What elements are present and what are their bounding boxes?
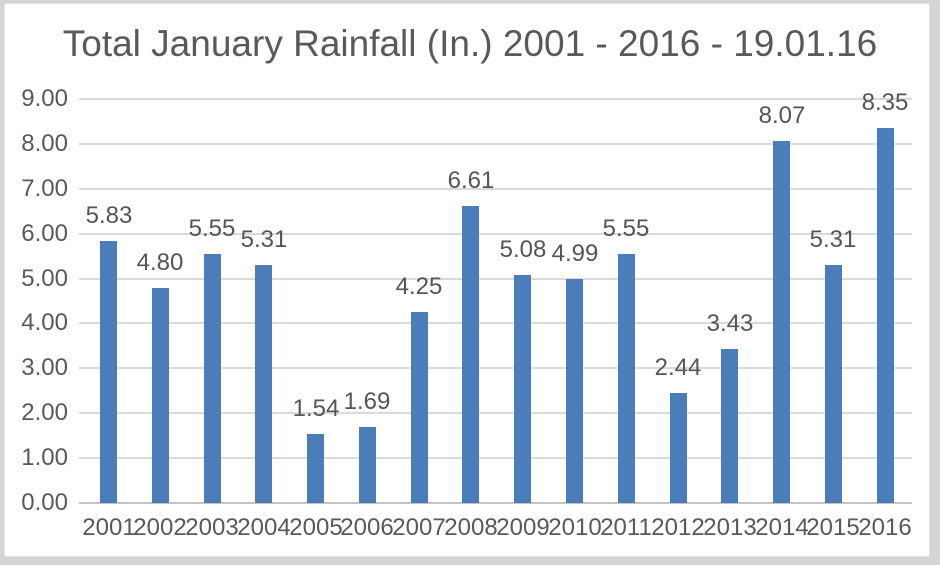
bar-2004 xyxy=(255,265,272,503)
gridline xyxy=(79,98,912,100)
gridline xyxy=(79,457,912,459)
chart-title: Total January Rainfall (In.) 2001 - 2016… xyxy=(62,23,878,64)
bar-value-label: 1.69 xyxy=(343,388,391,415)
bar-value-label: 2.44 xyxy=(654,354,702,381)
bar-2006 xyxy=(359,427,376,503)
x-axis-tick-label: 2007 xyxy=(392,514,446,541)
y-axis-tick-label: 9.00 xyxy=(21,85,68,112)
x-axis-tick-label: 2002 xyxy=(133,514,187,541)
y-axis-tick-label: 0.00 xyxy=(21,489,68,516)
x-axis-tick-label: 2016 xyxy=(858,514,912,541)
bar-2009 xyxy=(514,275,531,503)
x-axis-tick-label: 2011 xyxy=(600,514,652,541)
bar-2002 xyxy=(152,288,169,503)
y-axis-tick-label: 4.00 xyxy=(21,309,68,336)
bar-2016 xyxy=(877,128,894,503)
x-axis-tick-label: 2010 xyxy=(548,514,602,541)
bar-value-label: 5.55 xyxy=(188,215,236,242)
x-axis-tick-label: 2012 xyxy=(651,514,705,541)
y-axis-tick-label: 7.00 xyxy=(21,175,68,202)
gridline xyxy=(79,233,912,235)
x-axis-tick-label: 2008 xyxy=(444,514,498,541)
bar-2005 xyxy=(307,434,324,503)
gridline xyxy=(79,367,912,369)
bar-value-label: 4.99 xyxy=(551,240,599,267)
bar-value-label: 5.31 xyxy=(809,226,857,253)
bar-value-label: 5.31 xyxy=(240,226,288,253)
x-axis-tick-label: 2013 xyxy=(703,514,757,541)
bar-2014 xyxy=(773,141,790,503)
x-axis-tick-label: 2003 xyxy=(185,514,239,541)
gridline xyxy=(79,143,912,145)
y-axis-tick-label: 8.00 xyxy=(21,130,68,157)
y-axis-tick-label: 2.00 xyxy=(21,399,68,426)
bar-2003 xyxy=(204,254,221,503)
y-axis-tick-label: 5.00 xyxy=(21,265,68,292)
x-axis-tick-label: 2005 xyxy=(289,514,343,541)
bar-2013 xyxy=(721,349,738,503)
bar-value-label: 6.61 xyxy=(447,167,495,194)
bar-value-label: 4.80 xyxy=(136,249,184,276)
bar-2001 xyxy=(100,241,117,503)
x-axis-tick-label: 2001 xyxy=(82,514,136,541)
bar-value-label: 8.07 xyxy=(758,102,806,129)
x-axis-line xyxy=(79,502,912,504)
bar-2012 xyxy=(670,393,687,503)
bar-value-label: 5.08 xyxy=(499,236,547,263)
bar-value-label: 5.83 xyxy=(85,202,133,229)
bar-2007 xyxy=(411,312,428,503)
gridline xyxy=(79,322,912,324)
bar-value-label: 8.35 xyxy=(861,89,909,116)
y-axis-tick-label: 6.00 xyxy=(21,220,68,247)
gridline xyxy=(79,278,912,280)
x-axis-tick-label: 2014 xyxy=(755,514,809,541)
x-axis-tick-label: 2015 xyxy=(806,514,860,541)
bar-2015 xyxy=(825,265,842,503)
x-axis-tick-label: 2006 xyxy=(340,514,394,541)
y-axis-tick-label: 1.00 xyxy=(21,444,68,471)
bar-2010 xyxy=(566,279,583,503)
x-axis-tick-label: 2004 xyxy=(237,514,291,541)
bar-value-label: 4.25 xyxy=(395,273,443,300)
bar-value-label: 5.55 xyxy=(602,215,650,242)
bar-2008 xyxy=(462,206,479,503)
y-axis-tick-label: 3.00 xyxy=(21,354,68,381)
gridline xyxy=(79,412,912,414)
bar-value-label: 1.54 xyxy=(292,395,340,422)
gridline xyxy=(79,188,912,190)
bar-value-label: 3.43 xyxy=(706,310,754,337)
x-axis-tick-label: 2009 xyxy=(496,514,550,541)
bar-2011 xyxy=(618,254,635,503)
